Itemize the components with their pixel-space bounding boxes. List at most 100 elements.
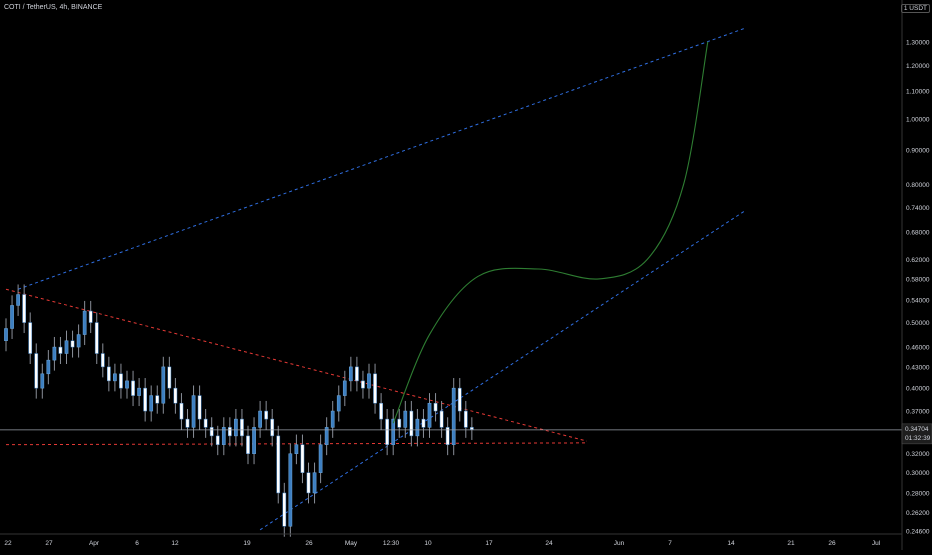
candle-body [34,353,39,389]
price-tick-label: 0.62000 [906,257,930,264]
candle-body [40,373,45,389]
candle-body [125,380,129,389]
candle-body [288,453,293,527]
price-tick-label: 1.30000 [906,39,930,46]
candle-body [76,334,81,348]
candle-body [385,418,389,445]
currency-label[interactable]: 1 USDT [900,4,930,13]
candle-body [167,366,172,389]
time-tick-label: 7 [668,540,672,547]
last-price-label: 0.34704 [905,426,929,433]
candle-body [107,366,111,382]
candle-body [28,322,33,354]
projection-layer [0,41,902,431]
price-tick-label: 0.68000 [906,230,930,237]
price-tick-label: 0.30000 [906,470,930,477]
time-tick-label: Jul [872,540,881,547]
candle-body [149,395,154,412]
candle-body [264,410,268,420]
price-tick-label: 0.90000 [906,147,930,154]
candle-body [94,322,99,354]
candle-body [10,305,14,329]
candle-body [70,340,75,348]
candle-body [197,395,202,420]
candle-body [282,492,287,527]
candle-body [119,373,123,389]
candle-body [463,410,468,428]
time-tick-label: 26 [305,540,313,547]
candle-body [52,346,57,361]
candle-body [373,373,377,404]
candle-body [258,410,262,428]
price-tag-box [901,423,932,445]
time-tick-label: 6 [135,540,139,547]
candle-body [203,418,208,428]
price-tick-label: 0.28000 [906,490,930,497]
time-tick-label: 14 [727,540,735,547]
price-tick-label: 0.80000 [906,182,930,189]
candle-body [470,427,474,430]
candle-body [143,387,148,412]
candle-body [137,387,141,396]
time-tick-label: 24 [545,540,553,547]
candle-body [349,366,353,382]
candle-body [397,418,402,428]
candle-body [209,427,214,437]
price-tick-label: 0.58000 [906,276,930,283]
candle-body [457,387,462,412]
candle-body [88,310,93,323]
candle-body [221,427,226,445]
candle-body [113,373,117,382]
candle-body [228,427,232,437]
time-tick-label: 19 [243,540,251,547]
candle-body [240,418,244,437]
trendline-upper-channel[interactable] [17,28,745,290]
time-axis[interactable]: 22 27 Apr 6 12 19 26 May 12:30 10 17 24 Jun 7 14 21 26 Ju… [0,533,902,547]
time-tick-label: May [345,540,358,547]
candle-body [439,410,444,428]
trendline-lower-channel[interactable] [259,210,745,531]
candle-body [342,380,347,396]
trendline-descending-resistance[interactable] [5,288,587,442]
candles-layer [4,284,474,537]
candle-body [427,402,432,428]
time-tick-label: 22 [4,540,12,547]
price-tick-label: 0.50000 [906,320,930,327]
candle-body [403,410,408,428]
candle-body [58,346,63,354]
price-tick-label: 0.43000 [906,364,930,371]
price-tick-label: 0.54000 [906,297,930,304]
candle-body [294,444,299,454]
candle-body [421,418,426,428]
time-tick-label: 26 [828,540,836,547]
time-tick-label: Jun [614,540,625,547]
candle-body [355,366,359,382]
candle-body [336,395,341,412]
candle-body [451,387,456,445]
candle-body [246,435,250,454]
last-price-tag: 0.34704 01:32:39 [901,423,932,445]
time-tick-label: 17 [485,540,493,547]
price-tick-label: 0.24600 [906,529,930,536]
candle-body [131,380,135,396]
candle-body [361,380,365,389]
price-tick-label: 1.10000 [906,88,930,95]
price-tick-label: 0.26200 [906,510,930,517]
candle-body [4,328,8,342]
candle-body [46,359,51,375]
candle-body [391,418,396,445]
time-tick-label: 10 [424,540,432,547]
price-tick-label: 0.46000 [906,345,930,352]
time-tick-label: 21 [787,540,795,547]
candle-body [234,418,238,437]
candle-body [173,387,178,404]
candle-body [16,294,20,306]
candle-body [276,435,281,494]
candle-body [318,444,323,473]
price-tick-label: 0.32000 [906,451,930,458]
candle-body [300,444,305,473]
projection-curve[interactable] [392,41,709,424]
